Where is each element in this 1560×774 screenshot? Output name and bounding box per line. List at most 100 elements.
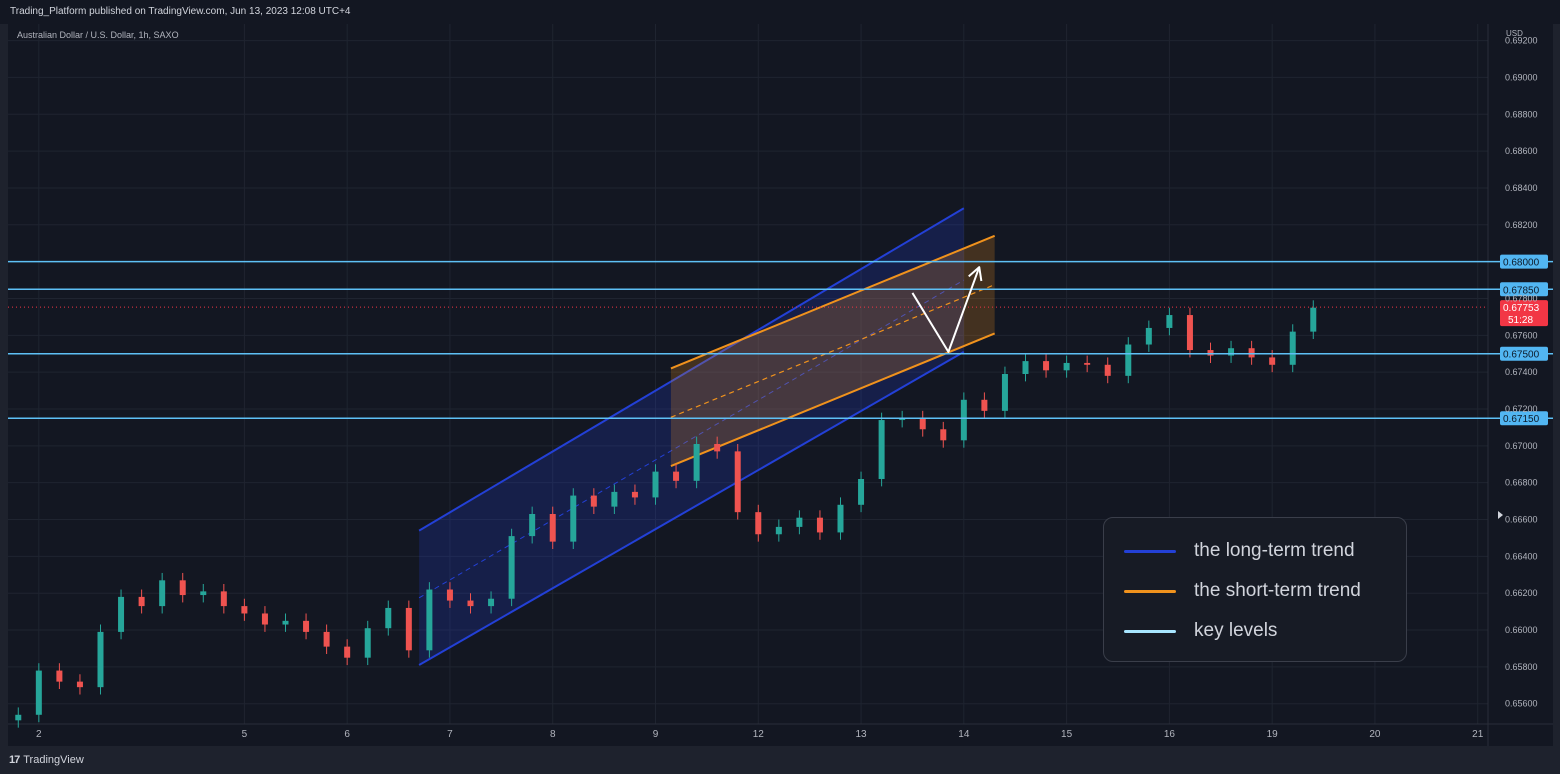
price-axis-currency: USD <box>1506 29 1523 38</box>
y-tick-label: 0.65600 <box>1505 699 1538 709</box>
key-level-tag <box>1500 254 1548 269</box>
tradingview-logo[interactable]: 17 TradingView <box>9 754 84 766</box>
candle-body <box>570 495 577 542</box>
symbol-title: Australian Dollar / U.S. Dollar, 1h, SAX… <box>17 30 179 40</box>
x-tick-label: 14 <box>958 729 970 740</box>
legend-item-key-levels: key levels <box>1124 620 1277 642</box>
key-level-tag <box>1500 282 1548 297</box>
legend-label: the short-term trend <box>1194 580 1361 601</box>
candle-body <box>652 471 659 498</box>
candle-body <box>1063 362 1070 371</box>
x-tick-label: 19 <box>1267 729 1279 740</box>
candle-body <box>755 512 762 535</box>
y-tick-label: 0.66000 <box>1505 625 1538 635</box>
candle-body <box>56 670 63 682</box>
projection-path <box>911 266 981 353</box>
candle-body <box>15 714 22 721</box>
candle-body <box>1248 348 1255 358</box>
footer-bar <box>0 746 1560 774</box>
key-level-label: 0.67850 <box>1503 285 1540 296</box>
candle-body <box>405 607 412 651</box>
current-price-label: 0.67753 <box>1503 303 1540 314</box>
x-tick-label: 2 <box>36 729 42 740</box>
long-term-lower-line <box>418 351 965 666</box>
x-tick-label: 13 <box>855 729 867 740</box>
key-level-label: 0.68000 <box>1503 258 1540 269</box>
candle-body <box>241 606 248 614</box>
x-tick-label: 12 <box>753 729 765 740</box>
candle-body <box>1166 315 1173 328</box>
key-level-tag <box>1500 346 1548 361</box>
publish-bar: Trading_Platform published on TradingVie… <box>0 0 1560 24</box>
candle-body <box>364 628 371 658</box>
candle-body <box>816 517 823 533</box>
candle-body <box>1228 348 1235 356</box>
short-term-swatch <box>1124 589 1176 593</box>
candle-body <box>35 670 42 715</box>
x-tick-label: 5 <box>242 729 248 740</box>
y-tick-label: 0.66600 <box>1505 515 1538 525</box>
short-term-lower-line <box>670 332 996 468</box>
candle-body <box>508 536 515 599</box>
candle-body <box>631 491 638 498</box>
x-tick-label: 9 <box>653 729 659 740</box>
candle-body <box>590 495 597 507</box>
x-tick-label: 6 <box>344 729 350 740</box>
x-tick-label: 15 <box>1061 729 1073 740</box>
current-price-tag <box>1500 300 1548 327</box>
candle-body <box>76 681 83 688</box>
legend-item-long-term: the long-term trend <box>1124 540 1355 562</box>
y-tick-label: 0.65800 <box>1505 662 1538 672</box>
candle-body <box>837 504 844 533</box>
y-tick-label: 0.67600 <box>1505 330 1538 340</box>
candle-body <box>1207 350 1214 356</box>
key-level-tag <box>1500 411 1548 426</box>
candle-body <box>1269 357 1276 365</box>
y-tick-label: 0.68400 <box>1505 183 1538 193</box>
y-tick-label: 0.68200 <box>1505 220 1538 230</box>
y-tick-label: 0.69000 <box>1505 72 1538 82</box>
candle-body <box>385 607 392 629</box>
candle-body <box>1043 361 1050 371</box>
y-tick-label: 0.67000 <box>1505 441 1538 451</box>
candle-body <box>1145 327 1152 345</box>
key-levels-swatch <box>1124 629 1176 633</box>
chart-area[interactable]: 0.68000 0.67850 0.67500 0.67150 0.67753 51:28… <box>8 24 1553 746</box>
publish-info: Trading_Platform published on TradingVie… <box>10 6 351 17</box>
candle-body <box>488 598 495 607</box>
tradingview-logo-icon: 17 <box>9 754 20 766</box>
y-tick-label: 0.66200 <box>1505 588 1538 598</box>
candle-body <box>1001 374 1008 411</box>
short-term-upper-line <box>670 234 996 370</box>
candle-body <box>611 491 618 507</box>
candle-body <box>200 591 207 596</box>
candle-body <box>159 580 166 607</box>
candle-body <box>549 514 556 542</box>
candle-body <box>1289 331 1296 365</box>
candle-body <box>919 418 926 430</box>
x-tick-label: 7 <box>447 729 453 740</box>
candle-body <box>303 620 310 632</box>
candle-body <box>179 580 186 596</box>
scroll-to-realtime-icon <box>1498 511 1503 519</box>
candle-body <box>529 514 536 537</box>
bar-countdown: 51:28 <box>1508 315 1533 326</box>
candle-body <box>1084 362 1091 365</box>
y-tick-label: 0.68600 <box>1505 146 1538 156</box>
candle-body <box>138 596 145 607</box>
candle-body <box>1125 344 1132 376</box>
candle-body <box>261 613 268 625</box>
candle-body <box>714 444 721 452</box>
candle-body <box>1186 315 1193 351</box>
key-level-label: 0.67500 <box>1503 350 1540 361</box>
candle-body <box>960 399 967 441</box>
candle-body <box>1104 364 1111 376</box>
candle-body <box>981 399 988 411</box>
candle-body <box>775 526 782 535</box>
candle-body <box>467 600 474 607</box>
price-chart[interactable]: 0.68000 0.67850 0.67500 0.67150 0.6775351:28… <box>8 24 1553 746</box>
candle-body <box>446 589 453 601</box>
candle-body <box>940 429 947 441</box>
key-level-label: 0.67150 <box>1503 414 1540 425</box>
x-tick-label: 21 <box>1472 729 1484 740</box>
